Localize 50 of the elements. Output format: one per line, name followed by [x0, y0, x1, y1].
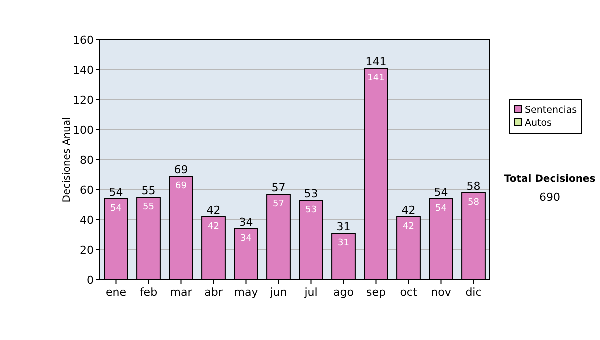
total-label: 55: [142, 184, 156, 198]
y-tick-label: 60: [80, 184, 94, 197]
total-label: 31: [336, 220, 351, 234]
x-tick-label: may: [234, 286, 259, 299]
x-tick-label: jul: [304, 286, 318, 299]
total-label: 57: [272, 182, 286, 194]
text: 690: [540, 191, 560, 204]
x-tick-label: ene: [106, 286, 127, 299]
data-label: 53: [306, 206, 317, 216]
data-label: 42: [403, 222, 414, 232]
legend-label: Sentencias: [525, 105, 578, 116]
y-tick-label: 160: [73, 34, 94, 47]
text: Total Decisiones: [504, 174, 596, 185]
total-label: 42: [402, 204, 416, 217]
x-tick-label: oct: [400, 286, 418, 299]
data-label: 42: [208, 222, 220, 232]
x-tick-label: ago: [334, 286, 354, 299]
total-label: 54: [434, 186, 448, 199]
total-label: 53: [304, 188, 318, 200]
x-tick-label: jun: [269, 286, 288, 299]
data-label: 57: [273, 200, 284, 210]
total-label: 42: [206, 204, 221, 217]
data-label: 58: [468, 198, 480, 208]
x-tick-label: mar: [170, 286, 193, 299]
y-tick-label: 20: [80, 244, 94, 257]
x-tick-label: abr: [204, 286, 224, 299]
total-label: 34: [239, 216, 254, 229]
y-tick-label: 140: [73, 64, 94, 77]
x-tick-label: dic: [466, 286, 482, 299]
y-tick-label: 80: [80, 154, 94, 167]
data-label: 34: [240, 234, 252, 244]
data-label: 141: [368, 74, 385, 84]
x-tick-label: feb: [140, 286, 158, 299]
data-label: 31: [338, 238, 350, 248]
x-tick-label: sep: [366, 286, 386, 299]
y-tick-label: 40: [80, 214, 94, 227]
total-label: 58: [466, 180, 481, 193]
y-tick-label: 120: [73, 94, 94, 107]
data-label: 54: [110, 204, 122, 214]
y-axis-title: Decisiones Anual: [62, 117, 73, 203]
total-label: 69: [174, 164, 188, 176]
data-label: 55: [143, 202, 154, 212]
data-label: 54: [436, 204, 448, 214]
total-label: 141: [366, 56, 387, 68]
data-label: 69: [176, 182, 188, 192]
x-tick-label: nov: [431, 286, 452, 299]
total-label: 54: [109, 186, 124, 199]
y-tick-label: 0: [87, 274, 94, 287]
y-tick-label: 100: [73, 124, 94, 137]
legend-label: Autos: [525, 118, 552, 129]
